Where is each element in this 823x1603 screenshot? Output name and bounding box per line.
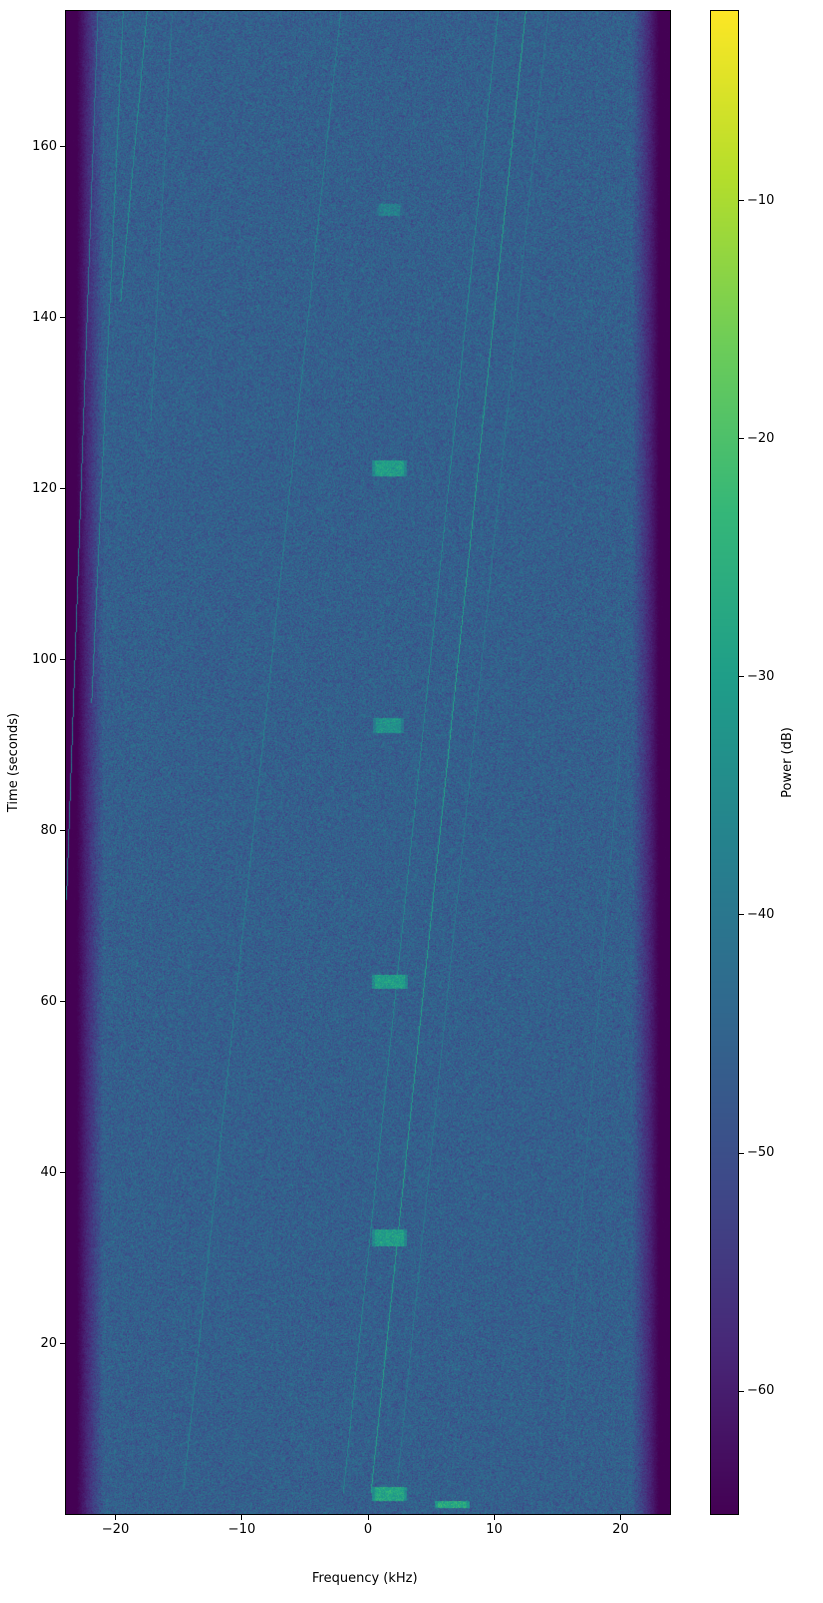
- y-tick-label: 120: [15, 481, 57, 496]
- y-tick-mark: [60, 830, 65, 831]
- x-tick-mark: [494, 1515, 495, 1520]
- x-axis-label: Frequency (kHz): [312, 1571, 418, 1586]
- y-tick-label: 80: [15, 823, 57, 838]
- colorbar-tick-mark: [739, 676, 744, 677]
- colorbar-tick-label: −60: [747, 1383, 774, 1398]
- colorbar-tick-mark: [739, 1391, 744, 1392]
- y-tick-mark: [60, 317, 65, 318]
- y-tick-mark: [60, 488, 65, 489]
- x-tick-label: 10: [474, 1522, 514, 1537]
- y-axis-label: Time (seconds): [6, 713, 21, 812]
- colorbar: [710, 10, 739, 1515]
- colorbar-tick-label: −10: [747, 193, 774, 208]
- y-tick-mark: [60, 1001, 65, 1002]
- colorbar-gradient: [711, 11, 738, 1514]
- y-tick-label: 60: [15, 994, 57, 1009]
- x-tick-label: −10: [222, 1522, 262, 1537]
- colorbar-tick-mark: [739, 200, 744, 201]
- colorbar-tick-label: −20: [747, 431, 774, 446]
- x-tick-label: 20: [601, 1522, 641, 1537]
- y-tick-mark: [60, 659, 65, 660]
- x-tick-mark: [241, 1515, 242, 1520]
- x-tick-mark: [368, 1515, 369, 1520]
- spectrogram-plot: [65, 10, 671, 1515]
- spectrogram-heatmap: [66, 11, 670, 1514]
- colorbar-tick-label: −30: [747, 669, 774, 684]
- y-tick-label: 140: [15, 310, 57, 325]
- y-tick-mark: [60, 146, 65, 147]
- y-tick-label: 160: [15, 139, 57, 154]
- colorbar-tick-label: −50: [747, 1145, 774, 1160]
- y-tick-label: 20: [15, 1336, 57, 1351]
- colorbar-tick-mark: [739, 438, 744, 439]
- x-tick-label: −20: [96, 1522, 136, 1537]
- x-tick-label: 0: [348, 1522, 388, 1537]
- y-tick-label: 40: [15, 1165, 57, 1180]
- y-tick-mark: [60, 1172, 65, 1173]
- colorbar-tick-mark: [739, 914, 744, 915]
- colorbar-tick-mark: [739, 1153, 744, 1154]
- y-tick-mark: [60, 1343, 65, 1344]
- x-tick-mark: [620, 1515, 621, 1520]
- x-tick-mark: [115, 1515, 116, 1520]
- colorbar-tick-label: −40: [747, 907, 774, 922]
- y-tick-label: 100: [15, 652, 57, 667]
- colorbar-label: Power (dB): [780, 727, 795, 798]
